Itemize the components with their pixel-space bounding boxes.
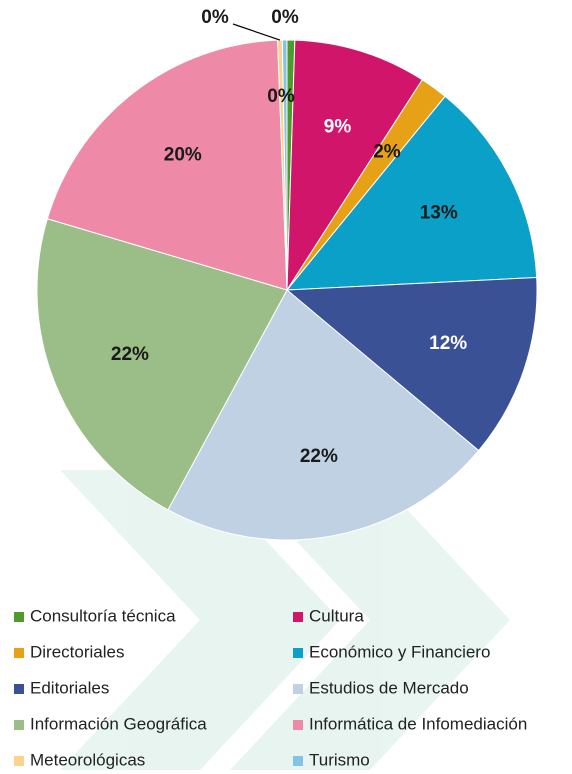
legend-swatch	[293, 756, 303, 766]
pie-slice	[285, 276, 538, 452]
data-label: 20%	[164, 145, 202, 166]
watermark	[60, 470, 510, 770]
legend-label: Directoriales	[30, 642, 124, 661]
data-label: 13%	[420, 202, 458, 223]
legend-swatch	[293, 648, 303, 658]
legend-swatch	[293, 720, 303, 730]
leader-line	[232, 23, 281, 41]
pie-slice	[281, 39, 288, 291]
legend-label: Información Geográfica	[30, 714, 207, 733]
legend-swatch	[293, 612, 303, 622]
pie-slice	[36, 218, 288, 511]
pie-slice	[286, 39, 423, 292]
legend-label: Informática de Infomediación	[309, 714, 527, 733]
legend-swatch	[14, 612, 24, 622]
legend-swatch	[14, 684, 24, 694]
data-label: 9%	[324, 117, 352, 138]
data-label: 12%	[429, 333, 467, 354]
legend-label: Turismo	[309, 750, 370, 769]
legend-label: Cultura	[309, 606, 364, 625]
data-label: 0%	[201, 7, 229, 28]
data-label: 2%	[373, 141, 401, 162]
legend-swatch	[14, 720, 24, 730]
data-label: 0%	[267, 86, 295, 107]
legend-swatch	[293, 684, 303, 694]
data-label: 22%	[111, 344, 149, 365]
legend-label: Económico y Financiero	[309, 642, 490, 661]
data-label: 22%	[300, 446, 338, 467]
legend-label: Consultoría técnica	[30, 606, 176, 625]
legend: Consultoría técnica Cultura Directoriales E…	[14, 606, 527, 769]
pie-slice	[167, 289, 480, 541]
legend-swatch	[14, 648, 24, 658]
pie-slice	[285, 95, 538, 291]
data-label: 0%	[271, 7, 299, 28]
legend-label: Editoriales	[30, 678, 109, 697]
data-labels: 0% 9% 2% 13% 12% 22% 22% 20% 0% 0%	[111, 7, 467, 467]
pie-slice	[46, 39, 288, 291]
legend-swatch	[14, 756, 24, 766]
legend-label: Meteorológicas	[30, 750, 145, 769]
pie	[36, 39, 538, 541]
legend-label: Estudios de Mercado	[309, 678, 469, 697]
